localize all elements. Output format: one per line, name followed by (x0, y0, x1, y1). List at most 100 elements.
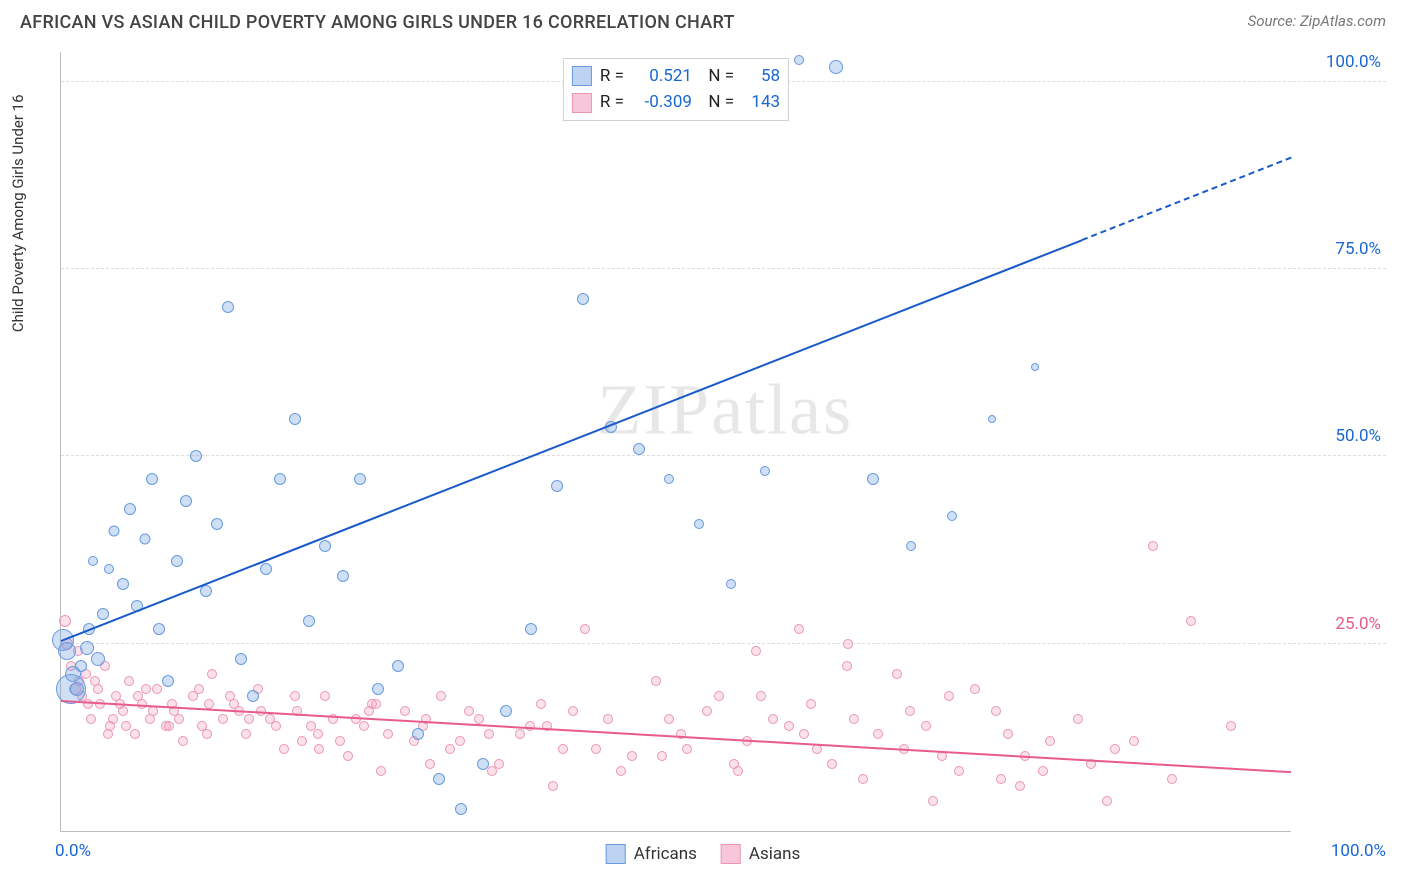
data-point-africans (260, 563, 272, 575)
data-point-africans (211, 518, 223, 530)
x-tick-label: 100.0% (1331, 841, 1386, 861)
data-point-africans (664, 474, 674, 484)
data-point-asians (376, 766, 386, 776)
data-point-asians (164, 721, 174, 731)
data-point-asians (651, 676, 661, 686)
data-point-africans (247, 690, 259, 702)
data-point-asians (174, 714, 184, 724)
data-point-africans (139, 533, 150, 544)
data-point-asians (784, 721, 794, 731)
data-point-asians (148, 706, 158, 716)
data-point-asians (842, 661, 852, 671)
data-point-africans (58, 642, 76, 660)
data-point-africans (477, 758, 489, 770)
data-point-africans (337, 570, 349, 582)
data-point-asians (928, 796, 938, 806)
data-point-asians (702, 706, 712, 716)
x-tick-label: 0.0% (55, 841, 91, 861)
data-point-asians (93, 684, 103, 694)
data-point-africans (274, 473, 286, 485)
data-point-africans (303, 615, 315, 627)
data-point-asians (799, 729, 809, 739)
data-point-asians (568, 706, 578, 716)
data-point-asians (103, 729, 113, 739)
data-point-africans (117, 578, 129, 590)
series-legend: Africans Asians (606, 844, 801, 864)
data-point-asians (313, 729, 323, 739)
data-point-asians (474, 714, 484, 724)
data-point-asians (873, 729, 883, 739)
data-point-africans (988, 415, 996, 423)
y-tick-label: 75.0% (1335, 239, 1381, 259)
data-point-africans (80, 641, 94, 655)
data-point-asians (425, 759, 435, 769)
data-point-asians (858, 774, 868, 784)
data-point-asians (290, 691, 300, 701)
data-point-africans (235, 653, 247, 665)
data-point-africans (433, 773, 445, 785)
data-point-africans (124, 503, 136, 515)
data-point-asians (371, 699, 381, 709)
data-point-asians (1186, 616, 1196, 626)
swatch-asians (572, 93, 592, 113)
data-point-asians (616, 766, 626, 776)
data-point-africans (91, 652, 105, 666)
data-point-asians (1129, 736, 1139, 746)
data-point-asians (108, 714, 118, 724)
data-point-asians (714, 691, 724, 701)
gridline (61, 268, 1386, 269)
legend-label-asians: Asians (749, 844, 800, 864)
legend-label-africans: Africans (634, 844, 697, 864)
data-point-asians (178, 736, 188, 746)
data-point-asians (921, 721, 931, 731)
data-point-asians (657, 751, 667, 761)
data-point-asians (207, 669, 217, 679)
data-point-asians (455, 736, 465, 746)
data-point-africans (372, 683, 384, 695)
r-label: R = (600, 63, 624, 89)
data-point-asians (627, 751, 637, 761)
data-point-asians (515, 729, 525, 739)
data-point-asians (558, 744, 568, 754)
regression-line (61, 239, 1083, 642)
r-value-asians: -0.309 (632, 89, 692, 115)
data-point-africans (222, 301, 234, 313)
data-point-africans (633, 443, 645, 455)
gridline (61, 643, 1386, 644)
data-point-africans (200, 585, 212, 597)
data-point-asians (124, 676, 134, 686)
data-point-asians (141, 684, 151, 694)
data-point-africans (354, 473, 366, 485)
n-label: N = (700, 63, 734, 89)
data-point-asians (580, 624, 590, 634)
n-value-africans: 58 (742, 63, 780, 89)
data-point-africans (525, 623, 537, 635)
data-point-africans (906, 541, 916, 551)
data-point-asians (794, 624, 804, 634)
data-point-asians (1102, 796, 1112, 806)
data-point-africans (794, 55, 804, 65)
data-point-africans (289, 413, 301, 425)
data-point-asians (121, 721, 131, 731)
data-point-asians (603, 714, 613, 724)
n-value-asians: 143 (742, 89, 780, 115)
data-point-asians (59, 615, 71, 627)
data-point-africans (760, 466, 770, 476)
y-axis-label: Child Poverty Among Girls Under 16 (9, 94, 27, 332)
r-label: R = (600, 89, 624, 115)
r-value-africans: 0.521 (632, 63, 692, 89)
data-point-asians (130, 729, 140, 739)
data-point-africans (97, 608, 109, 620)
data-point-africans (455, 803, 467, 815)
data-point-asians (536, 699, 546, 709)
data-point-asians (241, 729, 251, 739)
data-point-asians (218, 714, 228, 724)
data-point-africans (726, 579, 736, 589)
data-point-africans (577, 293, 589, 305)
data-point-africans (947, 511, 957, 521)
chart-area: Child Poverty Among Girls Under 16 ZIPat… (48, 52, 1386, 832)
data-point-asians (751, 646, 761, 656)
data-point-asians (591, 744, 601, 754)
data-point-asians (1167, 774, 1177, 784)
data-point-asians (1073, 714, 1083, 724)
